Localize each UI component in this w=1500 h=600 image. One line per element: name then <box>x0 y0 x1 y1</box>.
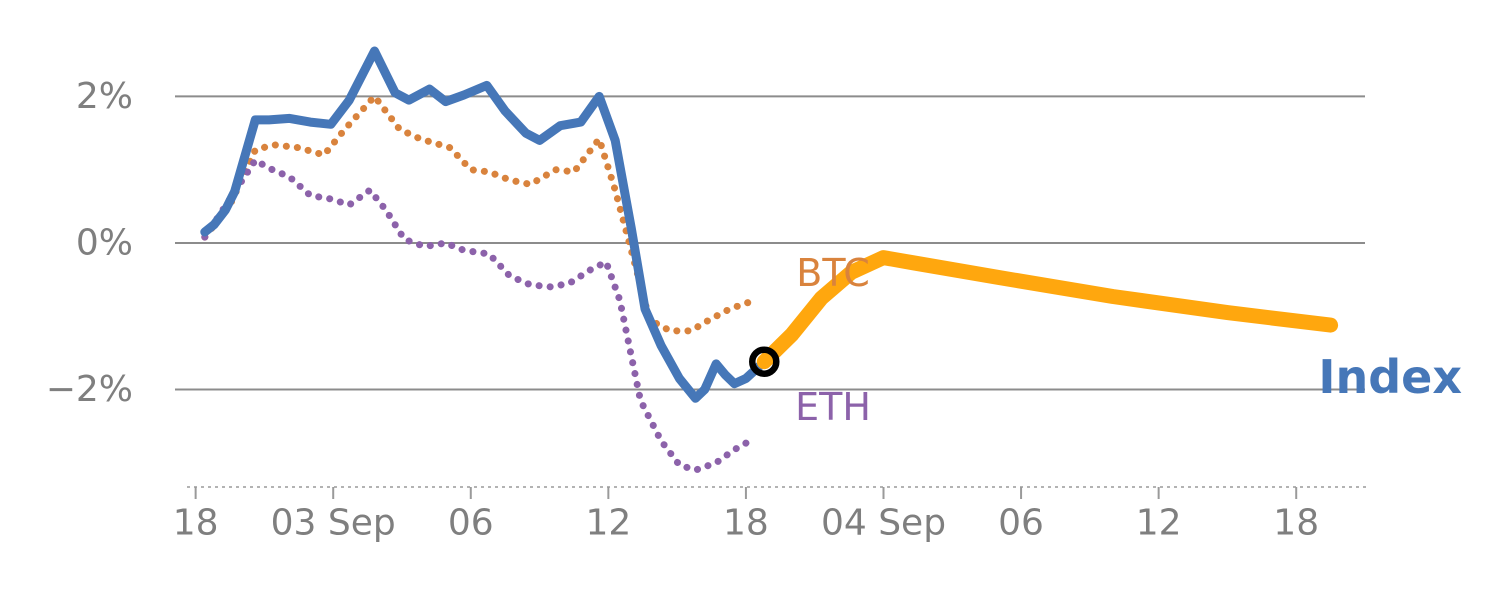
y-tick-label--2-: −2% <box>46 369 133 410</box>
series-line-btc <box>201 92 759 335</box>
x-tick-label-18: 18 <box>173 503 219 544</box>
y-tick-label-2-: 2% <box>76 76 133 117</box>
x-tick-label-12: 12 <box>585 503 631 544</box>
series-line-index <box>200 46 769 403</box>
x-tick-label-18: 18 <box>723 503 769 544</box>
series-label-btc: BTC <box>796 251 870 295</box>
x-tick-label-06: 06 <box>448 503 494 544</box>
series-label-index: Index <box>1318 350 1462 404</box>
series-line-index-forecast <box>756 250 1339 370</box>
forecast-start-marker <box>749 346 780 377</box>
x-tick-label-18: 18 <box>1273 503 1319 544</box>
y-tick-label-0-: 0% <box>76 222 133 263</box>
series-line-eth <box>201 156 759 474</box>
x-tick-label-06: 06 <box>998 503 1044 544</box>
x-tick-label-04-sep: 04 Sep <box>821 503 946 544</box>
x-tick-label-12: 12 <box>1136 503 1182 544</box>
x-tick-label-03-sep: 03 Sep <box>271 503 396 544</box>
series-label-eth: ETH <box>795 385 871 429</box>
